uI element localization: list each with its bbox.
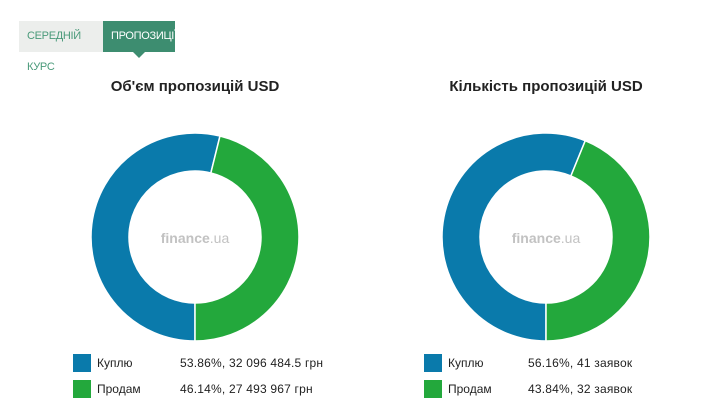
tab-offers[interactable]: Пропозиції: [103, 21, 177, 58]
legend-value: 53.86%, 32 096 484.5 грн: [180, 356, 324, 370]
watermark-logo: finance.ua: [512, 230, 581, 246]
slice-sell[interactable]: [194, 135, 300, 342]
legend-item-sell: Продам 46.14%, 27 493 967 грн: [73, 380, 353, 406]
buy-swatch: [424, 354, 442, 372]
slice-buy[interactable]: [90, 132, 221, 342]
count-chart: Кількість пропозицій USD finance.ua Купл…: [376, 70, 716, 400]
sell-swatch: [424, 380, 442, 398]
legend-value: 46.14%, 27 493 967 грн: [180, 382, 313, 396]
legend-label: Продам: [97, 382, 141, 396]
legend-label: Продам: [448, 382, 492, 396]
legend-item-sell: Продам 43.84%, 32 заявок: [424, 380, 704, 406]
slice-sell[interactable]: [545, 139, 651, 342]
volume-chart: Об'єм пропозицій USD finance.ua Куплю 53…: [25, 70, 365, 400]
legend-item-buy: Куплю 56.16%, 41 заявок: [424, 354, 704, 380]
tab-bar: Середній курс Пропозиції: [19, 21, 177, 73]
slice-buy[interactable]: [441, 132, 587, 342]
sell-swatch: [73, 380, 91, 398]
legend-label: Куплю: [97, 356, 133, 370]
chart-title: Кількість пропозицій USD: [449, 78, 643, 95]
legend: Куплю 56.16%, 41 заявок Продам 43.84%, 3…: [424, 354, 704, 406]
donut-chart: finance.ua: [441, 132, 651, 342]
chart-title: Об'єм пропозицій USD: [110, 78, 280, 95]
watermark-logo: finance.ua: [161, 230, 230, 246]
donut-chart: finance.ua: [90, 132, 300, 342]
legend: Куплю 53.86%, 32 096 484.5 грн Продам 46…: [73, 354, 353, 406]
legend-value: 56.16%, 41 заявок: [528, 356, 633, 370]
legend-label: Куплю: [448, 356, 484, 370]
legend-item-buy: Куплю 53.86%, 32 096 484.5 грн: [73, 354, 353, 380]
tab-average-rate[interactable]: Середній курс: [19, 21, 103, 73]
buy-swatch: [73, 354, 91, 372]
legend-value: 43.84%, 32 заявок: [528, 382, 633, 396]
